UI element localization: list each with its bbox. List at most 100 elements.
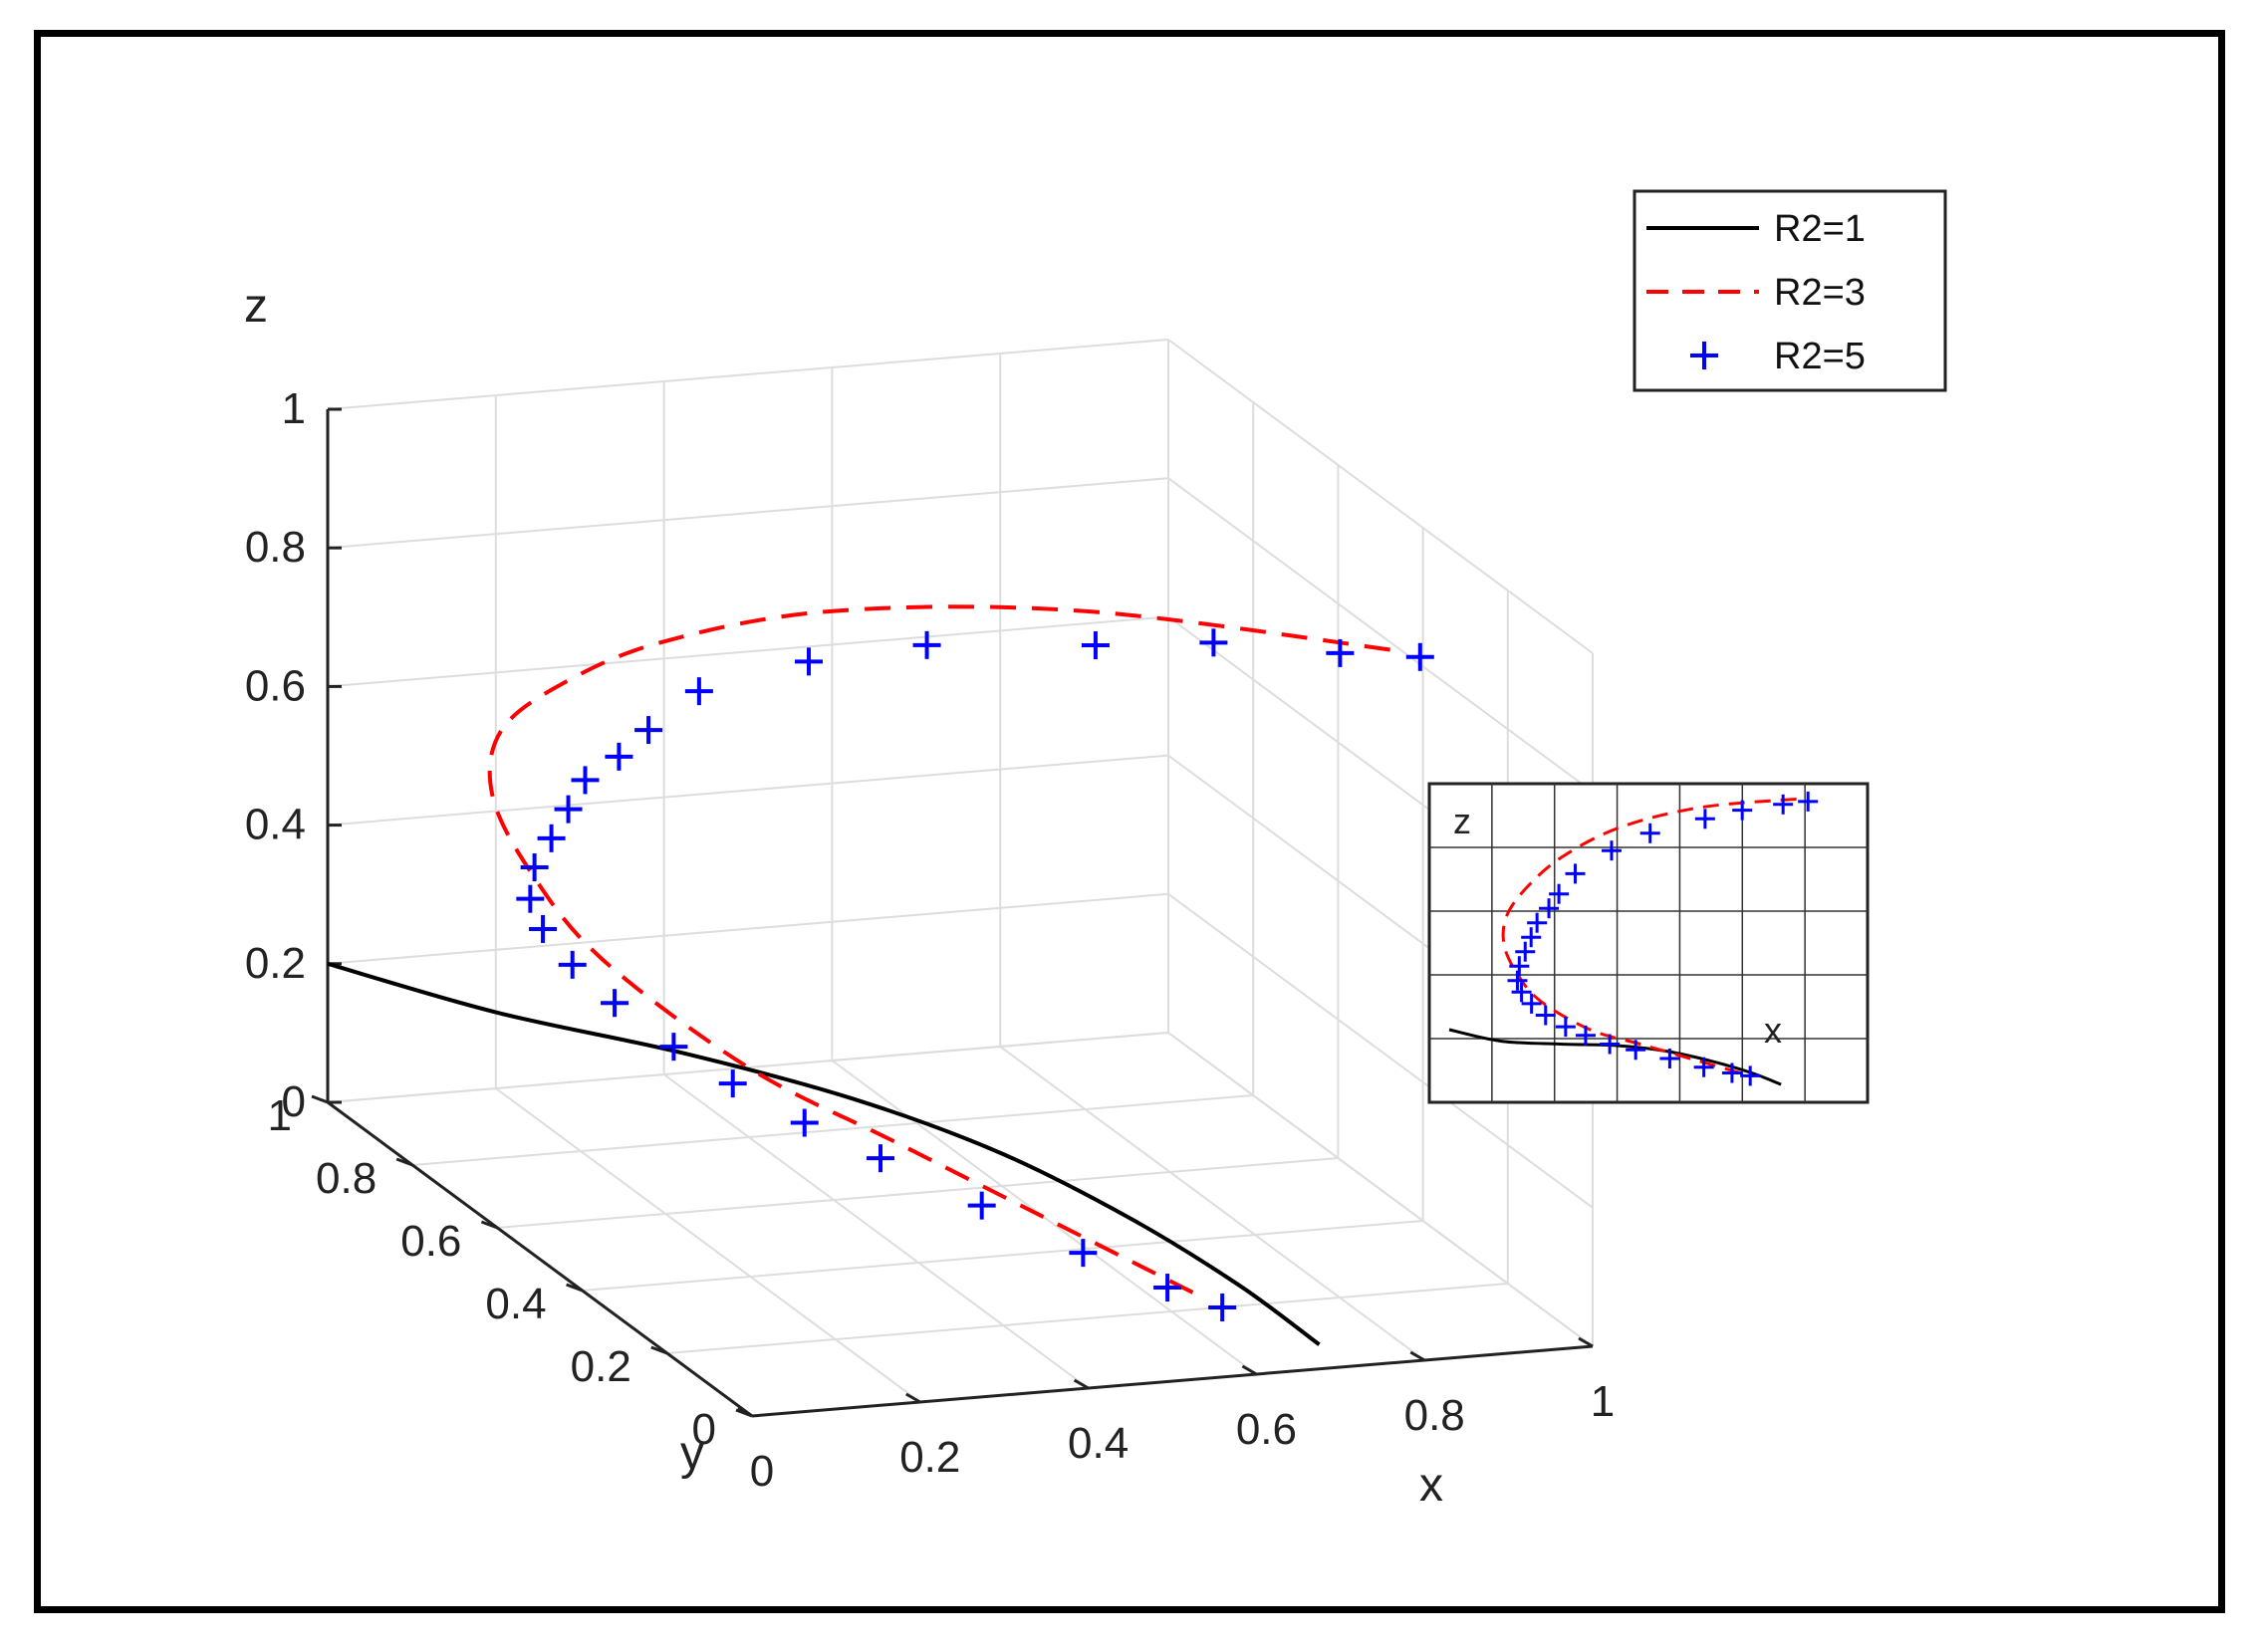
inset-r2-5-marker [1639, 823, 1660, 843]
series-r2-5-marker [601, 989, 629, 1018]
grid-line [327, 615, 1169, 688]
inset-r2-5-marker [1509, 956, 1530, 977]
grid-line [666, 1283, 1508, 1354]
series-r2-3-line [487, 604, 1404, 1295]
series-r2-5-marker [1405, 642, 1434, 671]
inset-z-label: z [1453, 801, 1471, 841]
y-tick-label: 0.6 [400, 1217, 461, 1266]
series-r2-5-marker [1069, 1239, 1098, 1268]
grid-line [582, 1220, 1423, 1292]
y-tick-label: 0.2 [571, 1342, 631, 1391]
y-axis-label: y [680, 1427, 704, 1480]
x-tick-label: 0.2 [899, 1433, 960, 1482]
x-tick-label: 0.6 [1236, 1405, 1297, 1454]
legend-label-r2-5: R2=5 [1774, 336, 1866, 377]
inset-r2-5-marker [1521, 993, 1542, 1014]
y-tick-label: 0 [692, 1405, 716, 1454]
y-tick-label: 1 [268, 1091, 292, 1140]
grid-line [327, 339, 1169, 410]
inset-r2-5-marker [1721, 1062, 1742, 1083]
series-r2-1-line [327, 961, 1321, 1346]
figure-frame: 0 0.2 0.4 0.6 0.8 1 0 0.2 0.4 0.6 0.8 1 0 0.2 0.4 0.6 0.… [34, 30, 2225, 1613]
y-axis-line [327, 1100, 753, 1418]
grid-line [327, 477, 1169, 550]
inset-r2-5-marker [1527, 912, 1548, 933]
series-r2-5-marker [659, 1033, 688, 1062]
series-r2-5-marker [520, 853, 549, 882]
x-tick-label: 0.8 [1404, 1391, 1465, 1440]
z-tick-label: 0.8 [245, 523, 306, 572]
grid-line [412, 1094, 1254, 1166]
inset-r2-5-marker [1693, 1057, 1714, 1077]
grid-line [497, 1157, 1339, 1229]
series-r2-5-marker [912, 630, 941, 659]
series-r2-5-marker [1208, 1293, 1237, 1321]
inset-r2-3-line [1501, 797, 1804, 1074]
grid-line [327, 892, 1169, 965]
series-r2-5-marker [1081, 631, 1110, 660]
inset-frame [1427, 782, 1870, 1104]
inset-r2-5-marker [1555, 1017, 1576, 1038]
inset-r2-5-marker [1626, 1040, 1646, 1061]
x-tick-label: 1 [1591, 1377, 1615, 1426]
grid-line [1167, 339, 1594, 654]
grid-line [495, 1087, 921, 1403]
x-tick-mark [1241, 1364, 1258, 1376]
inset-r2-5-marker [1798, 791, 1819, 812]
x-tick-label: 0.4 [1068, 1419, 1129, 1468]
z-tick-label: 0 [282, 1077, 306, 1126]
inset-r2-5-marker [1521, 927, 1542, 948]
y-tick-label: 0.4 [485, 1280, 546, 1328]
z-tick-label: 0.4 [245, 801, 306, 849]
grid-line [999, 1046, 1425, 1361]
z-tick-label: 0.2 [245, 939, 306, 988]
series-r2-5-marker [537, 824, 566, 852]
inset-r2-5-marker [1511, 982, 1532, 1003]
inset-r2-5-marker [1515, 941, 1536, 962]
x-tick-mark [1578, 1336, 1594, 1348]
inset-r2-5-marker [1507, 970, 1528, 991]
series-r2-5-marker [795, 647, 823, 676]
series-r2-5-marker [867, 1144, 895, 1173]
x-tick-mark [905, 1392, 921, 1404]
grid-line [1167, 1032, 1594, 1347]
inset-r2-5-marker [1601, 840, 1622, 861]
legend-label-r2-1: R2=1 [1774, 208, 1866, 250]
inset-r2-5-marker [1732, 800, 1753, 821]
series-r2-5-marker [718, 1069, 747, 1098]
inset-grid [1429, 784, 1868, 1102]
inset-r2-5-marker [1575, 1025, 1596, 1046]
grid-line [831, 1060, 1257, 1375]
series-r2-5-marker [516, 884, 545, 913]
series-r2-5-marker [967, 1191, 996, 1220]
inset-r2-5-marker [1773, 794, 1794, 815]
inset-x-label: x [1764, 1010, 1782, 1051]
series-r2-5-marker [605, 742, 633, 771]
y-tick-mark [566, 1283, 584, 1293]
inset-series [1448, 791, 1819, 1086]
grid-line [1167, 477, 1594, 794]
series-r2-5-marker [571, 766, 600, 795]
inset-r2-5-marker [1659, 1049, 1680, 1068]
x-tick-mark [1073, 1378, 1090, 1390]
legend-swatch-r2-5 [1690, 342, 1718, 369]
legend: R2=1 R2=3 R2=5 [1633, 189, 1947, 392]
grid-line [1167, 892, 1594, 1209]
inset-r2-5-marker [1600, 1034, 1621, 1055]
y-tick-mark [650, 1345, 668, 1355]
y-tick-mark [480, 1220, 498, 1230]
x-tick-mark [737, 1406, 753, 1418]
x-axis-label: x [1419, 1459, 1443, 1512]
series-r2-5-marker [790, 1108, 819, 1137]
inset-plot: z x [1427, 782, 1870, 1104]
series-r2-5-marker [1326, 638, 1355, 667]
inset-r2-5-marker [1549, 883, 1570, 904]
series-r2-5-marker [554, 795, 583, 824]
y-tick-mark [395, 1157, 413, 1167]
x-axis-line [751, 1344, 1594, 1418]
z-tick-label: 1 [282, 384, 306, 433]
legend-label-r2-3: R2=3 [1774, 272, 1866, 314]
inset-r2-5-marker [1740, 1065, 1761, 1086]
grid-line [663, 1073, 1090, 1389]
